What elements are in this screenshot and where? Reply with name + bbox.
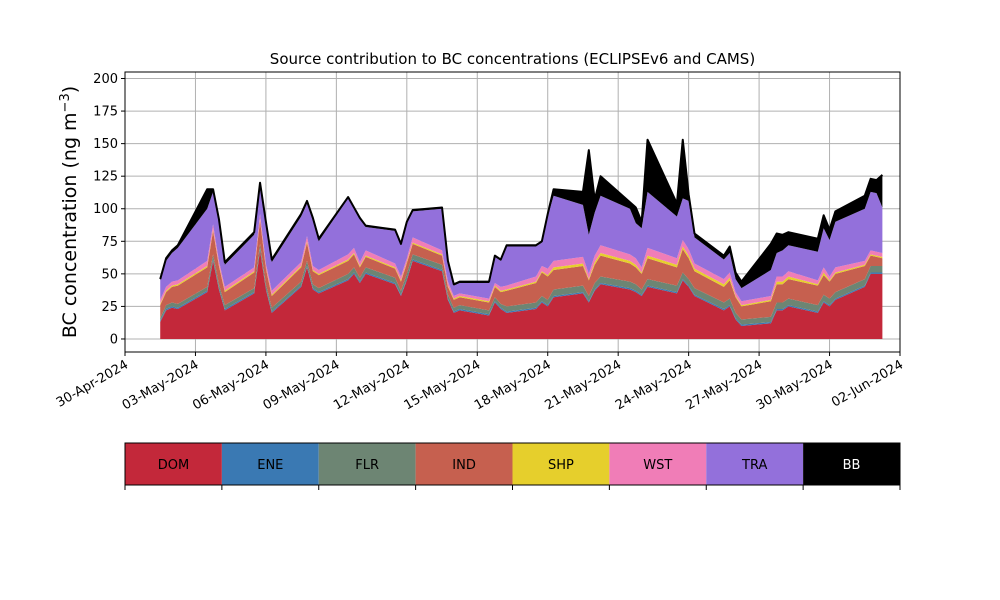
legend-label-ene: ENE [257, 458, 283, 473]
area-ene [160, 249, 883, 326]
legend-swatch-shp [512, 443, 610, 485]
x-tick-label: 21-May-2024 [543, 357, 625, 413]
x-tick-label: 09-May-2024 [261, 357, 343, 413]
legend-label-dom: DOM [158, 458, 189, 473]
y-tick-label: 150 [93, 137, 118, 152]
y-tick-label: 25 [101, 300, 118, 315]
legend-colorbar: DOM ENE FLR IND SHP WST TRA BB [124, 442, 901, 490]
x-tick-label: 02-Jun-2024 [829, 357, 906, 410]
legend-swatch-wst [609, 443, 707, 485]
legend-label-bb: BB [843, 458, 861, 473]
legend-swatch-bb [803, 443, 900, 485]
legend-swatch-flr [318, 443, 416, 485]
x-tick-label: 18-May-2024 [472, 357, 554, 413]
x-tick-label: 30-May-2024 [754, 357, 836, 413]
x-tick-label: 12-May-2024 [331, 357, 413, 413]
legend-swatch-ind [415, 443, 513, 485]
x-tick-label: 27-May-2024 [683, 357, 765, 413]
legend-label-shp: SHP [548, 458, 574, 473]
y-tick-label: 175 [93, 105, 118, 120]
area-ind [160, 220, 883, 320]
area-dom [160, 250, 883, 339]
legend-swatch-dom [125, 443, 222, 485]
legend-frame [124, 442, 901, 486]
x-tick-label: 03-May-2024 [120, 357, 202, 413]
y-tick-label: 200 [93, 72, 118, 87]
y-axis-label: BC concentration (ng m−3) [58, 86, 81, 338]
x-tick-label: 30-Apr-2024 [54, 357, 131, 410]
plot-frame [124, 71, 901, 353]
legend-swatch-ene [221, 443, 319, 485]
stacked-areas [160, 139, 883, 339]
total-outline [159, 138, 884, 286]
area-tra [160, 185, 883, 302]
y-tick-label: 125 [93, 170, 118, 185]
x-tick-label: 06-May-2024 [190, 357, 272, 413]
y-tick-label: 0 [110, 332, 118, 347]
y-tick-label: 50 [101, 267, 118, 282]
total-line [159, 138, 884, 286]
y-tick-label: 100 [93, 202, 118, 217]
x-axis: 30-Apr-202403-May-202406-May-202409-May-… [54, 352, 906, 413]
x-tick-label: 24-May-2024 [613, 357, 695, 413]
x-tick-label: 15-May-2024 [402, 357, 484, 413]
legend-label-ind: IND [452, 458, 476, 473]
chart-title: Source contribution to BC concentrations… [270, 50, 755, 68]
y-tick-label: 75 [101, 235, 118, 250]
legend-label-tra: TRA [741, 458, 767, 473]
legend-swatch-tra [706, 443, 804, 485]
area-flr [160, 243, 883, 325]
legend-label-flr: FLR [355, 458, 379, 473]
y-axis: 0 25 50 75 100 125 150 175 200 [93, 72, 125, 347]
legend-label-wst: WST [643, 458, 672, 473]
